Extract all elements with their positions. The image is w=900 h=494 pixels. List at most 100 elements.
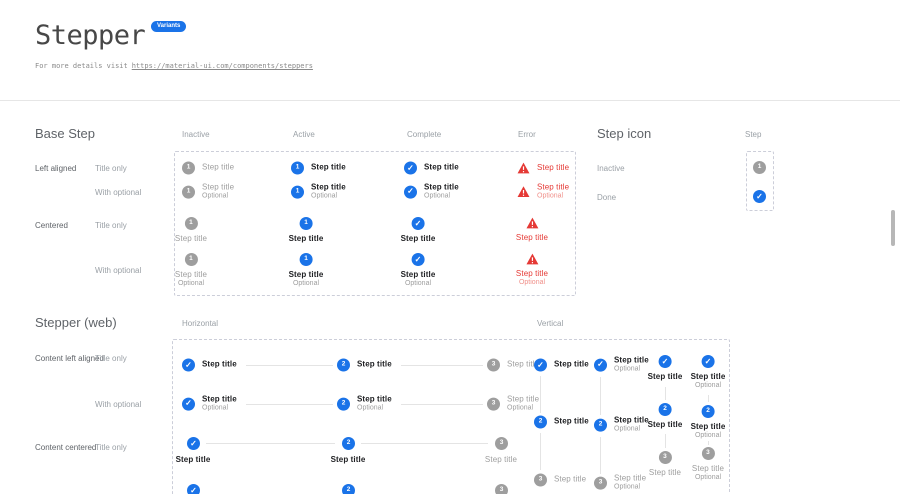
connector-line <box>540 433 541 470</box>
step-number-icon: 2 <box>534 415 547 429</box>
error-icon <box>526 217 538 229</box>
step-item-complete: ✓ Step title Optional <box>691 355 726 391</box>
optional-label: Optional <box>177 280 205 288</box>
step-item-complete: ✓ Step title Optional <box>404 183 459 202</box>
row-sublabel-title-only: Title only <box>95 443 127 452</box>
optional-label: Optional <box>694 432 722 440</box>
optional-label: Optional <box>537 193 564 200</box>
row-sublabel-with-optional: With optional <box>95 400 142 409</box>
step-item-complete: ✓ Step title <box>182 358 237 372</box>
step-title-label: Step title <box>174 234 208 243</box>
step-number-icon: 1 <box>291 185 304 199</box>
column-header-vertical: Vertical <box>537 319 564 328</box>
step-item-complete: ✓ Step title <box>648 355 683 382</box>
step-item-inactive: 1 Step title <box>175 217 207 244</box>
step-item-active: 2 Step title <box>337 358 392 372</box>
connector-line <box>708 441 709 445</box>
step-title-label: Step title <box>537 182 570 192</box>
section-title-step-icon: Step icon <box>597 126 652 141</box>
connector-line <box>600 377 601 415</box>
step-number-icon: 2 <box>594 418 607 432</box>
column-header-horizontal: Horizontal <box>182 319 219 328</box>
connector-line <box>361 443 488 444</box>
step-item-error: Step title Optional <box>516 253 548 288</box>
column-header-step: Step <box>745 130 762 139</box>
step-title-label: Step title <box>400 270 436 279</box>
connector-line <box>708 395 709 402</box>
optional-label: Optional <box>518 279 546 287</box>
check-icon: ✓ <box>701 355 715 368</box>
step-title-label: Step title <box>647 372 683 381</box>
step-item-complete: ✓ Step title <box>534 358 589 372</box>
optional-label: Optional <box>311 193 338 200</box>
step-number-icon: 2 <box>337 358 350 372</box>
column-header-complete: Complete <box>407 130 442 139</box>
step-number-icon: 1 <box>182 161 195 175</box>
step-number-icon: 3 <box>701 447 715 460</box>
step-title-label: Step title <box>400 234 436 243</box>
step-item-inactive: 3 Step title Optional <box>487 395 539 414</box>
optional-label: Optional <box>202 193 229 200</box>
step-item-inactive: 3 Step title Optional <box>692 447 724 483</box>
step-number-icon: 1 <box>753 161 766 174</box>
step-number-icon: 3 <box>658 451 672 464</box>
column-header-error: Error <box>518 130 536 139</box>
material-ui-link[interactable]: https://material-ui.com/components/stepp… <box>131 62 313 70</box>
step-item-complete: ✓ Step title <box>401 217 436 244</box>
check-icon: ✓ <box>182 358 195 372</box>
step-number-icon: 1 <box>182 185 195 199</box>
step-number-icon: 2 <box>342 484 355 494</box>
step-number-icon: 2 <box>337 397 350 411</box>
connector-line <box>540 376 541 413</box>
step-title-label: Step title <box>537 162 570 172</box>
check-icon: ✓ <box>187 437 200 450</box>
step-title-label: Step title <box>648 468 682 477</box>
optional-label: Optional <box>507 405 534 412</box>
optional-label: Optional <box>614 426 641 433</box>
vertical-scrollbar[interactable] <box>891 210 895 246</box>
optional-label: Optional <box>357 405 384 412</box>
subtitle-text: For more details visit <box>35 62 128 70</box>
step-number-icon: 2 <box>701 405 715 418</box>
connector-line <box>665 434 666 448</box>
row-label-done: Done <box>597 193 617 202</box>
row-sublabel-with-optional: With optional <box>95 188 142 197</box>
error-icon <box>526 253 538 265</box>
step-item-inactive: 1 Step title Optional <box>175 253 207 289</box>
step-title-label: Step title <box>311 182 346 192</box>
step-item-complete: ✓ Step title Optional <box>401 253 436 289</box>
step-title-label: Step title <box>691 464 725 473</box>
step-item-active: 1 Step title Optional <box>289 253 324 289</box>
row-label-centered: Centered <box>35 221 68 230</box>
step-title-label: Step title <box>311 162 346 172</box>
row-sublabel-title-only: Title only <box>95 354 127 363</box>
step-item-error: Step title <box>516 217 548 243</box>
check-icon: ✓ <box>753 190 766 203</box>
step-number-icon: 2 <box>658 403 672 416</box>
step-title-label: Step title <box>614 473 647 483</box>
step-item-inactive: 1 Step title <box>182 161 234 175</box>
step-title-label: Step title <box>515 233 549 242</box>
step-item-active: 2 Step title <box>648 403 683 430</box>
optional-label: Optional <box>614 366 641 373</box>
column-header-active: Active <box>293 130 315 139</box>
step-item-inactive: 3 Step title <box>534 473 586 487</box>
check-icon: ✓ <box>404 161 417 175</box>
step-title-label: Step title <box>330 455 366 464</box>
variants-badge: Variants <box>151 21 187 32</box>
step-title-label: Step title <box>614 355 649 365</box>
check-icon: ✓ <box>411 253 425 266</box>
row-sublabel-with-optional: With optional <box>95 266 142 275</box>
step-number-icon: 1 <box>184 253 198 266</box>
header-divider <box>0 100 900 101</box>
step-title-label: Step title <box>175 455 211 464</box>
step-title-label: Step title <box>174 270 208 279</box>
step-title-label: Step title <box>357 359 392 369</box>
connector-line <box>401 365 483 366</box>
step-number-icon: 3 <box>534 473 547 487</box>
step-item-active: 2 Step title Optional <box>337 395 392 414</box>
error-icon <box>517 186 530 198</box>
step-number-icon: 1 <box>299 217 313 230</box>
step-number-icon: 3 <box>487 397 500 411</box>
step-item-complete: ✓ Step title Optional <box>594 356 649 375</box>
